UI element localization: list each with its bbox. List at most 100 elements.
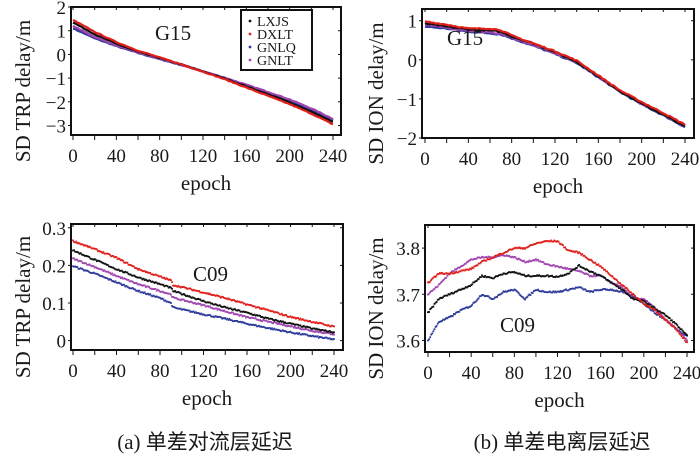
data-point-lxjs — [544, 275, 547, 278]
data-point-lxjs — [429, 308, 432, 311]
data-point-lxjs — [266, 317, 269, 319]
data-point-lxjs — [455, 290, 457, 293]
data-point-lxjs — [80, 253, 83, 256]
data-point-dxlt — [560, 243, 563, 246]
series-group — [427, 239, 688, 344]
data-point-gnlq — [585, 290, 588, 292]
legend-label-lxjs: LXJS — [257, 15, 289, 30]
data-point-dxlt — [565, 248, 567, 251]
data-point-gnlt — [213, 307, 216, 310]
data-point-gnlt — [468, 259, 470, 262]
data-point-gnlq — [92, 271, 95, 274]
data-point-lxjs — [167, 286, 170, 289]
data-point-lxjs — [179, 292, 182, 295]
data-point-gnlt — [429, 291, 432, 294]
data-point-gnlt — [648, 302, 651, 304]
data-point-dxlt — [582, 255, 585, 257]
data-point-lxjs — [284, 321, 286, 324]
data-point-dxlt — [218, 295, 221, 298]
data-point-dxlt — [427, 281, 429, 284]
data-point-gnlq — [255, 325, 258, 328]
data-point-gnlt — [285, 325, 288, 327]
data-point-dxlt — [188, 287, 191, 290]
data-point-gnlt — [332, 333, 334, 336]
data-point-dxlt — [649, 306, 652, 309]
y-axis-label: SD TRP delay/m — [11, 236, 35, 378]
data-point-lxjs — [255, 314, 258, 316]
data-point-lxjs — [72, 249, 74, 252]
data-point-lxjs — [234, 308, 236, 310]
data-point-lxjs — [567, 272, 570, 275]
data-point-gnlt — [163, 292, 166, 294]
data-point-gnlt — [191, 301, 194, 304]
data-point-dxlt — [328, 325, 331, 328]
data-point-gnlt — [463, 263, 466, 265]
data-point-lxjs — [658, 310, 660, 313]
data-point-gnlq — [598, 289, 601, 292]
data-point-gnlt — [79, 260, 82, 262]
data-point-dxlt — [151, 273, 154, 276]
data-point-gnlq — [593, 289, 596, 292]
data-point-lxjs — [115, 268, 118, 271]
data-point-gnlt — [512, 256, 515, 259]
data-point-gnlq — [147, 292, 149, 295]
data-point-lxjs — [212, 303, 215, 306]
data-point-gnlt — [90, 265, 93, 268]
data-point-gnlt — [308, 329, 310, 332]
data-point-lxjs — [130, 274, 133, 277]
data-point-gnlq — [282, 329, 284, 332]
data-point-lxjs — [111, 266, 114, 269]
data-point-gnlq — [188, 309, 191, 312]
data-point-dxlt — [672, 325, 674, 327]
data-point-gnlq — [440, 320, 442, 323]
data-point-dxlt — [292, 317, 295, 319]
data-point-dxlt — [443, 273, 446, 275]
data-point-gnlt — [484, 256, 487, 259]
data-point-lxjs — [640, 299, 643, 301]
x-tick-label: 200 — [630, 363, 659, 384]
data-point-lxjs — [328, 330, 331, 332]
data-point-gnlq — [469, 305, 471, 308]
data-point-gnlt — [270, 320, 272, 323]
data-point-lxjs — [607, 279, 610, 282]
data-point-gnlq — [125, 284, 128, 287]
data-point-gnlt — [315, 330, 318, 333]
data-point-gnlq — [152, 294, 155, 297]
data-point-gnlq — [165, 300, 168, 303]
data-point-lxjs — [270, 317, 272, 320]
data-point-gnlq — [556, 290, 559, 293]
data-point-gnlt — [502, 254, 505, 257]
data-point-lxjs — [449, 292, 452, 295]
data-point-lxjs — [168, 286, 171, 288]
data-point-gnlq — [240, 321, 243, 324]
data-point-gnlq — [450, 315, 453, 318]
data-point-gnlq — [285, 330, 288, 333]
data-point-gnlq — [228, 318, 231, 320]
data-point-lxjs — [668, 317, 671, 319]
data-point-dxlt — [147, 271, 149, 274]
data-point-lxjs — [678, 326, 681, 329]
data-point-gnlt — [303, 328, 306, 331]
legend-item-gnlq: GNLQ — [248, 41, 296, 56]
data-point-gnlq — [163, 299, 166, 302]
data-point-gnlq — [96, 273, 98, 275]
data-point-gnlt — [597, 274, 600, 277]
data-point-dxlt — [657, 311, 659, 314]
data-point-gnlt — [517, 257, 520, 260]
data-point-lxjs — [505, 272, 508, 275]
data-point-dxlt — [686, 341, 688, 344]
data-point-dxlt — [83, 244, 85, 247]
data-point-dxlt — [309, 320, 311, 322]
data-point-gnlt — [185, 300, 187, 302]
data-point-gnlq — [254, 324, 257, 326]
data-point-gnlq — [136, 289, 139, 292]
data-point-gnlq — [300, 333, 303, 336]
data-point-lxjs — [593, 272, 596, 275]
data-point-gnlq — [524, 298, 526, 301]
data-point-lxjs — [650, 305, 653, 308]
data-point-lxjs — [201, 300, 204, 302]
data-point-dxlt — [163, 276, 166, 279]
data-point-gnlt — [325, 332, 328, 334]
